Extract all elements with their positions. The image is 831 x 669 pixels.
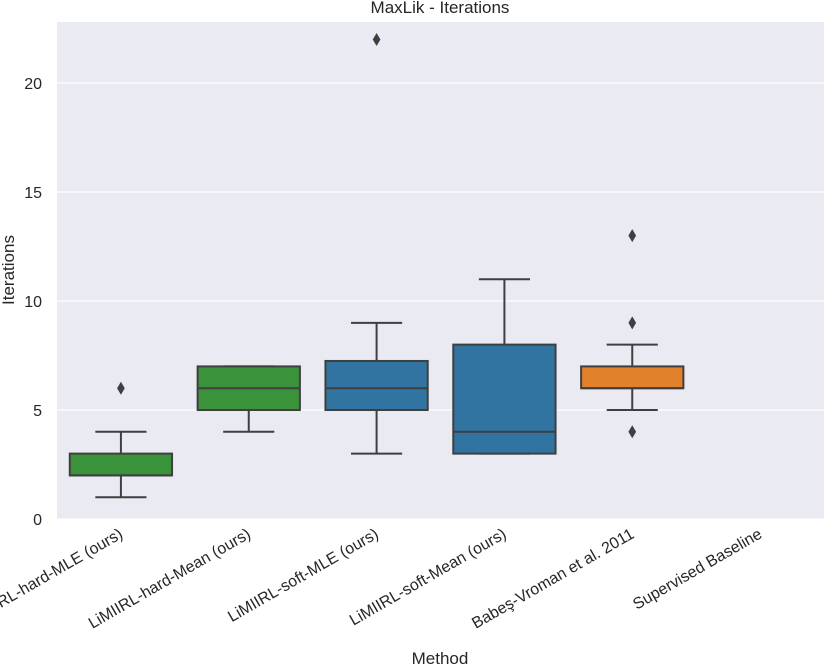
iqr-box — [70, 454, 172, 476]
y-tick-label: 15 — [24, 185, 42, 202]
iqr-box — [581, 366, 683, 388]
x-tick-label: Supervised Baseline — [630, 526, 765, 614]
iqr-box — [325, 361, 427, 410]
y-tick-label: 20 — [24, 76, 42, 93]
y-tick-label: 10 — [24, 294, 42, 311]
y-tick-label: 5 — [33, 403, 42, 420]
y-tick-label: 0 — [33, 512, 42, 529]
y-axis-label: Iterations — [0, 235, 18, 305]
plot-background — [57, 22, 824, 519]
chart-title: MaxLik - Iterations — [371, 0, 510, 17]
x-tick-labels: LiMIIRL-hard-MLE (ours)LiMIIRL-hard-Mean… — [0, 526, 765, 633]
boxplot-chart: 0 5 10 15 20 LiMIIRL-hard-MLE (ours)LiMIIRL-… — [0, 0, 831, 669]
y-tick-labels: 0 5 10 15 20 — [24, 76, 42, 529]
iqr-box — [453, 345, 555, 454]
x-axis-label: Method — [412, 649, 469, 668]
